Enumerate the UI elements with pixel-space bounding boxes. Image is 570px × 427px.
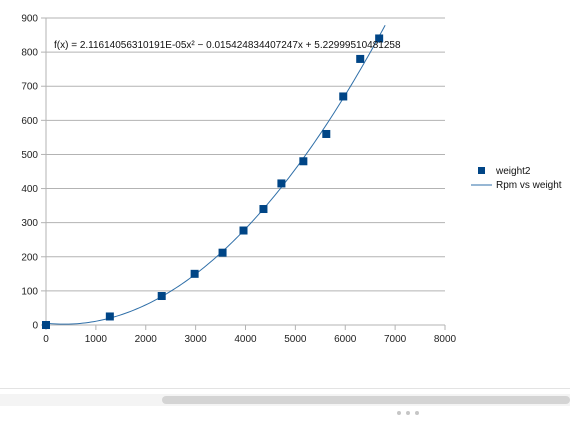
sheet-bottom-divider: [0, 388, 570, 389]
legend-marker-weight2: [478, 167, 485, 174]
data-point: [42, 321, 50, 329]
gridlines: [46, 17, 445, 292]
y-tick-label: 300: [21, 218, 38, 229]
data-point: [299, 157, 308, 166]
x-tick-label: 8000: [434, 334, 457, 345]
data-point: [277, 179, 286, 188]
x-tick-label: 1000: [85, 334, 108, 345]
more-options-icon[interactable]: [397, 411, 419, 415]
y-axis-ticks: 0 100 200 300 400 500 600 700 800 900: [21, 14, 46, 332]
x-tick-label: 5000: [284, 334, 307, 345]
data-point: [356, 54, 365, 63]
trendline-equation: f(x) = 2.11614056310191E-05x² − 0.015424…: [54, 40, 401, 51]
data-point: [218, 248, 227, 257]
data-point: [322, 129, 331, 138]
y-tick-label: 500: [21, 150, 38, 161]
x-tick-label: 3000: [185, 334, 208, 345]
chart: 0 100 200 300 400 500 600 700 800 900 0 1000 2000 30…: [0, 0, 570, 388]
x-tick-label: 2000: [135, 334, 158, 345]
x-tick-label: 4000: [234, 334, 257, 345]
horizontal-scrollbar-thumb[interactable]: [162, 396, 570, 404]
data-point: [259, 205, 268, 214]
chart-background: [0, 0, 570, 388]
y-tick-label: 400: [21, 184, 38, 195]
x-tick-label: 7000: [384, 334, 407, 345]
y-tick-label: 100: [21, 286, 38, 297]
data-point: [190, 269, 199, 278]
y-tick-label: 200: [21, 252, 38, 263]
y-tick-label: 0: [32, 321, 38, 332]
y-tick-label: 700: [21, 82, 38, 93]
x-tick-label: 0: [43, 334, 49, 345]
y-tick-label: 800: [21, 48, 38, 59]
data-point: [239, 226, 248, 235]
x-axis-ticks: 0 1000 2000 3000 4000 5000 6000 7000 8000: [43, 325, 457, 345]
legend-label-weight2: weight2: [495, 166, 531, 177]
trendline-rpm-vs-weight: [45, 24, 386, 325]
legend: weight2 Rpm vs weight: [471, 166, 562, 191]
y-tick-label: 900: [21, 14, 38, 25]
y-tick-label: 600: [21, 116, 38, 127]
legend-label-rpm-vs-weight: Rpm vs weight: [496, 180, 562, 191]
data-point: [339, 92, 348, 101]
trendline-layer: [45, 24, 386, 325]
data-point: [105, 312, 114, 321]
x-tick-label: 6000: [334, 334, 357, 345]
data-point: [157, 292, 166, 301]
data-point: [375, 34, 384, 43]
data-points-layer: [42, 34, 384, 329]
